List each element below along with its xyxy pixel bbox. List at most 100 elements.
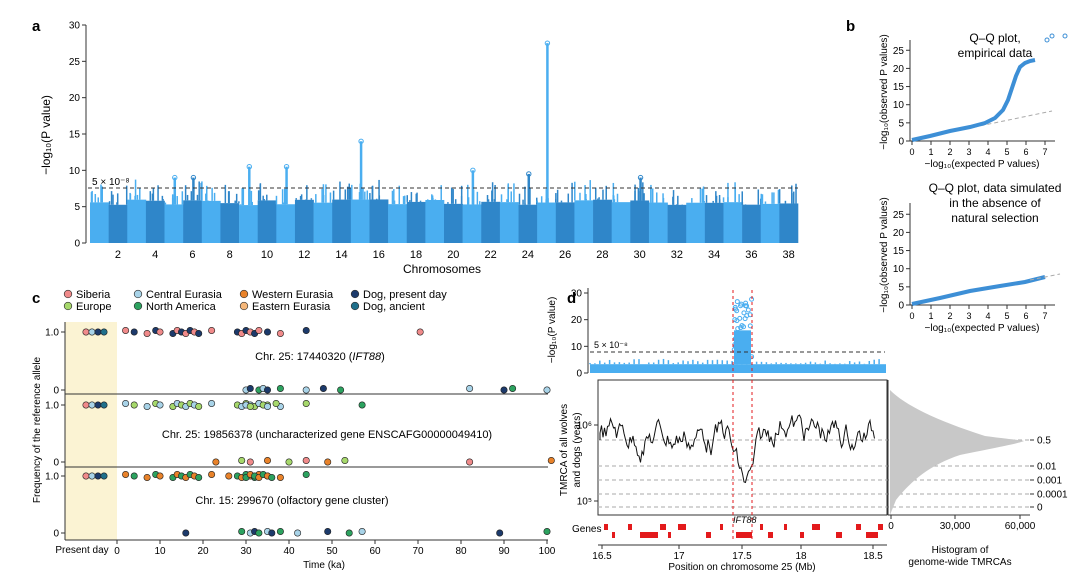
chromosome-block: [239, 205, 258, 243]
chromosome-block: [555, 202, 575, 243]
c-xtick-label: 10: [154, 546, 166, 557]
allele-dot: [122, 326, 130, 334]
allele-dot: [324, 458, 332, 466]
allele-dot: [100, 472, 108, 480]
a-xtick-label: 6: [189, 249, 195, 261]
allele-dot: [509, 384, 517, 392]
c-xtick-label: 30: [240, 546, 252, 557]
histogram-label-2: genome-wide TMRCAs: [908, 557, 1011, 568]
qq-top-x-label: −log₁₀(expected P values): [925, 159, 1040, 170]
region-peak-point: [741, 324, 747, 330]
present-day-label: Present day: [55, 545, 108, 556]
allele-dot: [208, 399, 216, 407]
d-mid-ytick-label: 10⁵: [577, 497, 592, 508]
region-peak-point: [734, 299, 740, 305]
a-ytick-label: 30: [69, 21, 81, 32]
chromosome-block: [574, 200, 594, 243]
d-top-ytick-label: 30: [571, 289, 583, 300]
allele-dot: [82, 328, 90, 336]
row-title-3: Chr. 15: 299670 (olfactory gene cluster): [195, 495, 388, 507]
chromosome-block: [648, 202, 668, 243]
c-xtick-label: 60: [369, 546, 381, 557]
b-bot-xtick-label: 7: [1042, 311, 1047, 321]
qq-plot-simulated: Q–Q plot, data simulated in the absence …: [879, 181, 1061, 334]
allele-dot: [302, 456, 310, 464]
allele-dot: [294, 529, 302, 537]
y-axis-label: −log₁₀(P value): [39, 95, 53, 175]
legend-swatch: [63, 301, 73, 311]
c-xtick-label: 100: [539, 546, 556, 557]
x-axis-ticks: 2 4 6 8 10 12 14 16 18 20 22 24 26 28 30 32 34 36 38: [115, 249, 795, 261]
region-baseline-block: [590, 364, 886, 373]
manhattan-peak-point: [470, 167, 476, 174]
c-ytick-label: 0: [53, 458, 59, 469]
gene-block: [812, 524, 820, 530]
chromosome-block: [630, 200, 650, 243]
b-top-ytick-label: 0: [898, 137, 904, 148]
chromosome-block: [257, 200, 277, 243]
qq-bottom-curve: [911, 275, 1046, 306]
c-ytick-label: 1.0: [45, 472, 59, 483]
allele-dot: [122, 399, 130, 407]
legend-label: Dog, present day: [363, 289, 447, 301]
panel-label-c: c: [32, 290, 40, 307]
c-xtick-label: 70: [412, 546, 424, 557]
allele-dot: [255, 529, 263, 537]
allele-dot: [358, 527, 366, 535]
allele-dot: [276, 527, 284, 535]
d-threshold-label: 5 × 10⁻⁸: [594, 340, 628, 350]
gene-block: [678, 524, 686, 530]
allele-dot: [208, 326, 216, 334]
d-xtick-label: 17.5: [732, 551, 752, 562]
b-bot-xtick-label: 2: [947, 311, 952, 321]
x-axis-label: Chromosomes: [403, 262, 481, 276]
gene-block: [800, 532, 804, 538]
genes-label: Genes: [572, 524, 601, 535]
gene-block: [768, 532, 773, 538]
d-xtick-label: 18: [795, 551, 807, 562]
chromosome-block: [201, 200, 221, 243]
allele-dot: [143, 473, 151, 481]
threshold-label: 5 × 10⁻⁸: [92, 177, 130, 188]
chromosome-block: [742, 204, 762, 243]
d-top-y-label: −log₁₀(P value): [547, 297, 558, 364]
c-xtick-label: 50: [326, 546, 338, 557]
a-xtick-label: 22: [484, 249, 496, 261]
d-mid-ytick-label: 10⁶: [577, 421, 592, 432]
b-top-ytick-label: 15: [893, 82, 905, 93]
allele-dot: [268, 473, 276, 481]
a-xtick-label: 18: [410, 249, 422, 261]
a-xtick-label: 4: [152, 249, 158, 261]
c-x-ticks: 0 10 20 30 40 50 60 70 80 90 100: [114, 540, 556, 557]
allele-dot: [543, 386, 551, 394]
qq-bottom-title-2: in the absence of: [949, 196, 1041, 210]
allele-dot: [212, 458, 220, 466]
d-mid-y-label-1: TMRCA of all wolves: [559, 404, 570, 496]
chromosome-block: [108, 204, 128, 243]
histogram-shape: [890, 390, 1024, 515]
b-top-xtick-label: 6: [1023, 147, 1028, 157]
c-xtick-label: 90: [498, 546, 510, 557]
gene-block: [878, 524, 883, 530]
tmrca-frame: [597, 379, 888, 516]
allele-dot: [238, 527, 246, 535]
b-bot-xtick-label: 4: [985, 311, 990, 321]
panel-label-a: a: [32, 18, 41, 35]
manhattan-points: [90, 40, 799, 243]
allele-dot: [276, 384, 284, 392]
allele-dot: [302, 399, 310, 407]
tmrca-trace: [599, 414, 875, 484]
allele-dot: [341, 456, 349, 464]
region-peak-point: [733, 306, 739, 312]
qq-bottom-title-3: natural selection: [951, 211, 1038, 225]
qq-top-outlier: [1044, 37, 1050, 43]
b-bot-xtick-label: 5: [1004, 311, 1009, 321]
legend-swatch: [63, 289, 73, 299]
chromosome-block: [425, 199, 445, 243]
chromosome-block: [611, 202, 631, 243]
c-y-label: Frequency of the reference allele: [32, 356, 43, 503]
b-bot-xtick-label: 1: [928, 311, 933, 321]
allele-dot: [319, 384, 327, 392]
allele-dot: [547, 456, 555, 464]
allele-dot: [276, 329, 284, 337]
